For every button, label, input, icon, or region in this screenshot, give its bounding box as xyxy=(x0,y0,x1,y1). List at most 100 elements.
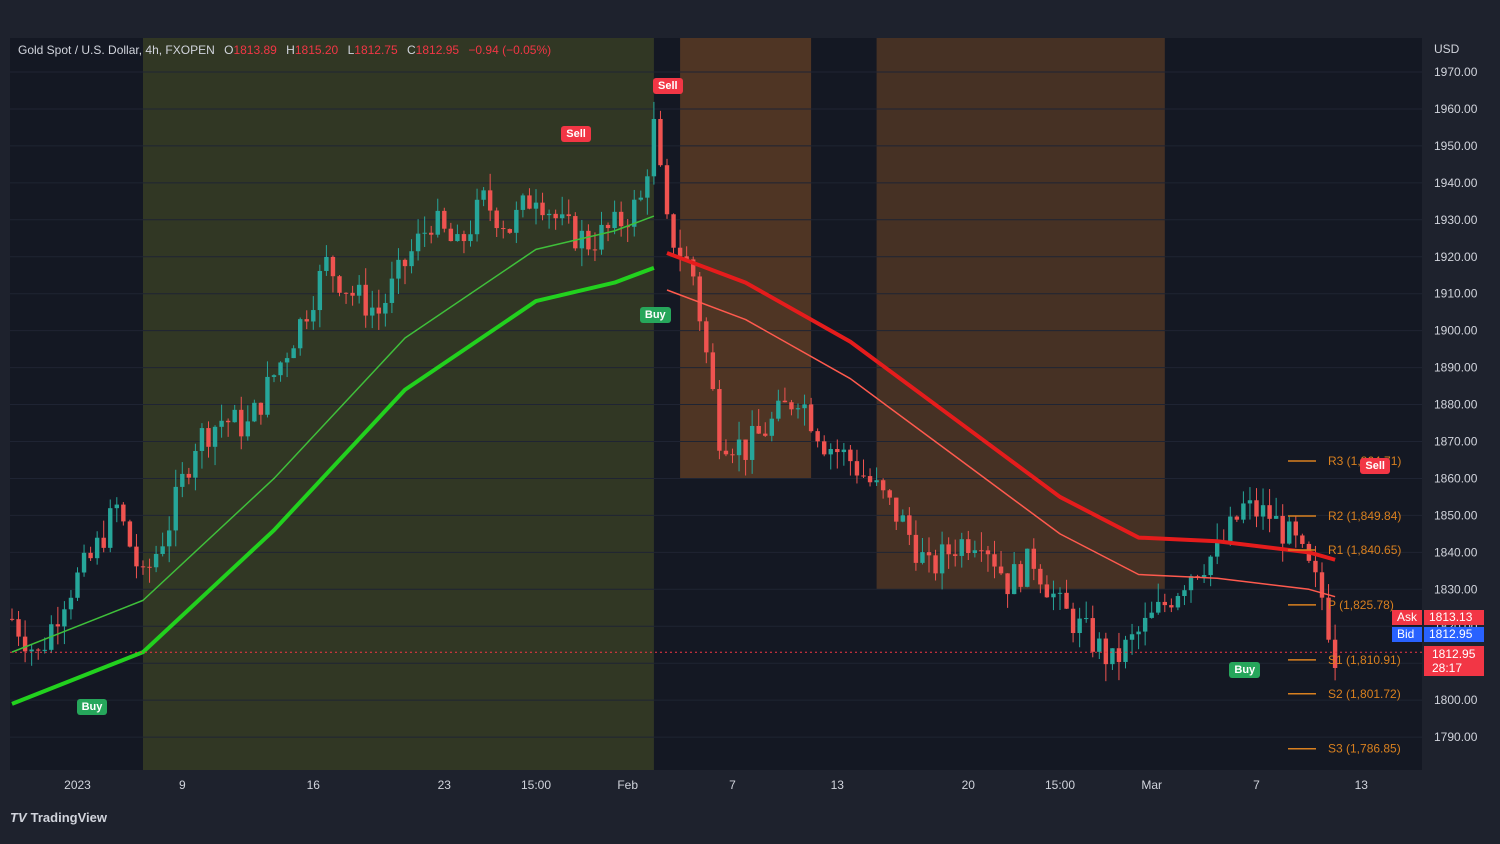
pivot-label: R1 (1,840.65) xyxy=(1328,543,1401,557)
price-tick-label: 1900.00 xyxy=(1434,324,1478,338)
candle-body xyxy=(1142,617,1148,632)
open-value: 1813.89 xyxy=(233,43,277,57)
close-label: C xyxy=(407,43,416,57)
candle-body xyxy=(1077,618,1082,634)
pivot-label: S2 (1,801.72) xyxy=(1328,687,1401,701)
tradingview-logo[interactable]: TV TradingView xyxy=(10,810,107,825)
candle-body xyxy=(278,362,283,376)
sell-signal[interactable]: Sell xyxy=(1360,458,1390,475)
low-label: L xyxy=(347,43,355,57)
candle-body xyxy=(363,284,368,316)
candle-body xyxy=(1241,503,1246,520)
candle-body xyxy=(1011,564,1017,595)
candle-body xyxy=(979,550,984,552)
candle-body xyxy=(1097,638,1102,652)
candle-body xyxy=(992,554,997,567)
candle-body xyxy=(527,195,532,209)
candle-body xyxy=(959,539,964,556)
time-tick-label: Feb xyxy=(617,778,638,792)
price-tick-label: 1890.00 xyxy=(1434,361,1478,375)
candle-body xyxy=(704,321,709,353)
candle-body xyxy=(880,480,886,491)
candle-body xyxy=(972,550,978,554)
price-tick-label: 1920.00 xyxy=(1434,250,1478,264)
candle-body xyxy=(121,504,126,522)
candle-body xyxy=(42,649,47,651)
candle-body xyxy=(1169,605,1174,608)
time-tick-label: 2023 xyxy=(64,778,91,792)
candle-body xyxy=(94,537,100,559)
low-value: 1812.75 xyxy=(354,43,398,57)
green-ema-line xyxy=(11,265,655,706)
candle-body xyxy=(1149,612,1154,618)
ask-price: 1813.13 xyxy=(1429,610,1473,624)
bid-price: 1812.95 xyxy=(1429,627,1473,641)
symbol-title[interactable]: Gold Spot / U.S. Dollar, 4h, FXOPEN xyxy=(18,43,215,57)
candle-body xyxy=(1136,631,1141,635)
pivot-label: S1 (1,810.91) xyxy=(1328,653,1401,667)
candle-body xyxy=(147,566,152,568)
candle-body xyxy=(586,230,591,250)
sell-signal[interactable]: Sell xyxy=(561,125,591,142)
candle-body xyxy=(1110,648,1115,665)
candle-body xyxy=(651,118,657,177)
candle-body xyxy=(730,454,735,456)
time-tick-label: 15:00 xyxy=(521,778,551,792)
candle-body xyxy=(664,165,670,215)
candle-body xyxy=(337,276,342,293)
candle-body xyxy=(376,307,381,314)
tv-logo-icon: TV xyxy=(10,810,27,825)
candle-body xyxy=(402,259,408,267)
candle-body xyxy=(1005,573,1010,595)
buy-signal[interactable]: Buy xyxy=(639,306,671,323)
bid-price-bg xyxy=(1424,627,1484,642)
ask-price-bg xyxy=(1424,610,1484,625)
candle-body xyxy=(180,473,185,487)
candle-body xyxy=(1201,575,1207,577)
buy-signal[interactable]: Buy xyxy=(76,698,108,715)
candle-body xyxy=(618,211,624,227)
price-tick-label: 1860.00 xyxy=(1434,471,1478,485)
time-tick-label: 13 xyxy=(1355,778,1369,792)
candle-body xyxy=(514,209,519,233)
buy-signal[interactable]: Buy xyxy=(1229,661,1261,678)
time-tick-label: 20 xyxy=(962,778,976,792)
candle-body xyxy=(658,118,663,166)
candle-body xyxy=(1293,521,1298,536)
candle-body xyxy=(1228,516,1233,542)
price-tick-label: 1830.00 xyxy=(1434,582,1478,596)
candle-body xyxy=(212,426,218,447)
price-chart[interactable]: R3 (1,864.71)R2 (1,849.84)R1 (1,840.65)P… xyxy=(10,38,1422,770)
candle-body xyxy=(1234,516,1240,520)
price-tick-label: 1880.00 xyxy=(1434,398,1478,412)
candle-body xyxy=(265,376,270,415)
candle-body xyxy=(782,400,788,403)
candle-body xyxy=(167,530,172,547)
candle-body xyxy=(953,554,958,556)
pivot-label: S3 (1,786.85) xyxy=(1328,742,1401,756)
candle-body xyxy=(546,213,552,216)
chart-area[interactable]: R3 (1,864.71)R2 (1,849.84)R1 (1,840.65)P… xyxy=(10,38,1422,770)
candle-body xyxy=(848,449,853,462)
candle-body xyxy=(717,389,722,451)
candle-body xyxy=(841,449,847,453)
candle-body xyxy=(1332,639,1338,668)
candle-body xyxy=(854,461,860,476)
price-tick-label: 1850.00 xyxy=(1434,508,1478,522)
candle-body xyxy=(461,234,467,242)
candle-body xyxy=(160,546,165,554)
time-tick-label: 7 xyxy=(729,778,736,792)
candle-body xyxy=(638,197,643,200)
candle-body xyxy=(55,624,61,627)
candle-body xyxy=(645,176,650,198)
symbol-legend[interactable]: Gold Spot / U.S. Dollar, 4h, FXOPEN O181… xyxy=(18,43,551,57)
candle-body xyxy=(691,259,696,277)
sell-signal[interactable]: Sell xyxy=(653,77,683,94)
close-value: 1812.95 xyxy=(415,43,460,57)
candle-body xyxy=(822,441,827,455)
candle-body xyxy=(114,504,119,509)
candle-body xyxy=(22,636,28,652)
candle-body xyxy=(1031,548,1036,569)
candle-body xyxy=(887,490,892,498)
candle-body xyxy=(474,199,480,235)
